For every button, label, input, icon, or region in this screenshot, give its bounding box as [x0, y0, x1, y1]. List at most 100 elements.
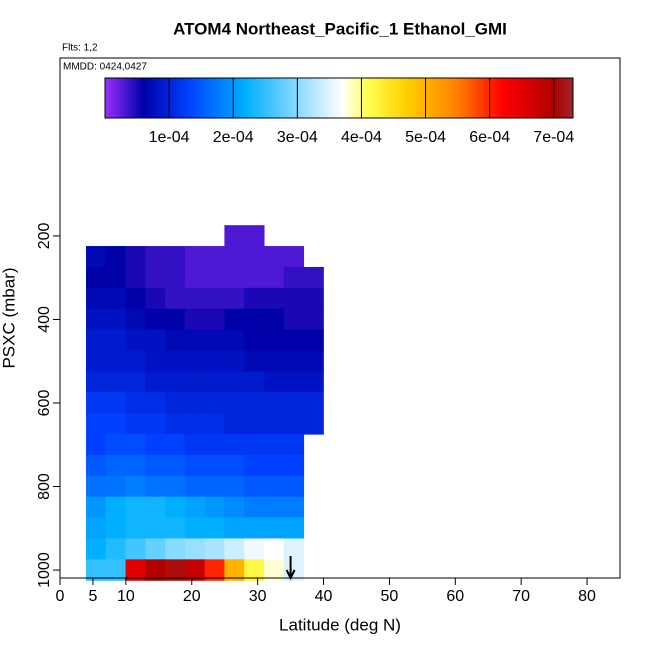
- cell: [204, 538, 226, 560]
- cell: [125, 559, 146, 581]
- cell: [105, 246, 127, 268]
- cell: [303, 371, 324, 393]
- cell: [86, 266, 107, 289]
- cell: [244, 434, 265, 456]
- x-tick-label: 60: [446, 588, 464, 605]
- cell: [224, 559, 245, 581]
- cell: [165, 517, 186, 540]
- cell: [303, 392, 324, 414]
- cell: [145, 538, 166, 560]
- cell: [224, 350, 245, 372]
- cell: [244, 517, 265, 540]
- cell: [105, 266, 127, 289]
- cell: [165, 329, 186, 352]
- cell: [244, 350, 265, 372]
- cell: [105, 308, 127, 331]
- cell: [184, 538, 206, 560]
- cell: [244, 329, 265, 352]
- cell: [263, 475, 285, 498]
- cell: [86, 559, 107, 581]
- colorbar-tick-label: 1e-04: [149, 129, 190, 146]
- cell: [263, 392, 285, 414]
- cell: [145, 246, 166, 268]
- cell: [86, 246, 107, 268]
- y-tick-label: 600: [36, 390, 53, 417]
- cell: [244, 538, 265, 560]
- cell: [165, 371, 186, 393]
- cell: [224, 246, 245, 268]
- cell: [204, 517, 226, 540]
- y-tick-label: 400: [36, 306, 53, 333]
- cell: [244, 454, 265, 477]
- cell: [263, 287, 285, 310]
- cell: [283, 287, 305, 310]
- cell: [105, 454, 127, 477]
- cell: [244, 413, 265, 435]
- colorbar-tick-label: 4e-04: [341, 129, 382, 146]
- x-axis-label: Latitude (deg N): [279, 615, 401, 634]
- flights-label: Flts: 1,2: [62, 43, 98, 54]
- cell: [165, 350, 186, 372]
- cell: [224, 496, 245, 519]
- cell: [125, 475, 146, 498]
- cell: [125, 350, 146, 372]
- cell: [86, 475, 107, 498]
- cell: [86, 350, 107, 372]
- cell: [283, 266, 305, 289]
- cell: [165, 266, 186, 289]
- cell: [165, 392, 186, 414]
- cell: [125, 454, 146, 477]
- cell: [86, 538, 107, 560]
- cell: [125, 434, 146, 456]
- cell: [165, 538, 186, 560]
- cell: [165, 246, 186, 268]
- cell: [244, 559, 265, 581]
- cell: [224, 225, 245, 247]
- x-tick-label: 40: [315, 588, 333, 605]
- cell: [263, 559, 285, 581]
- cell: [263, 454, 285, 477]
- cell: [283, 475, 305, 498]
- cell: [204, 559, 226, 581]
- cell: [145, 392, 166, 414]
- cell: [204, 371, 226, 393]
- cell: [224, 517, 245, 540]
- cell: [244, 496, 265, 519]
- cell: [86, 413, 107, 435]
- x-tick-label: 0: [56, 588, 65, 605]
- colorbar-tick-label: 6e-04: [469, 129, 510, 146]
- x-tick-label: 30: [249, 588, 267, 605]
- cell: [184, 308, 206, 331]
- cell: [263, 413, 285, 435]
- cell: [303, 308, 324, 331]
- colorbar-tick-label: 3e-04: [277, 129, 318, 146]
- cell: [224, 392, 245, 414]
- cell: [125, 517, 146, 540]
- cell: [105, 434, 127, 456]
- cell: [165, 559, 186, 581]
- cell: [204, 413, 226, 435]
- cell: [86, 308, 107, 331]
- cell: [303, 350, 324, 372]
- cell: [145, 266, 166, 289]
- cell: [105, 329, 127, 352]
- cell: [184, 454, 206, 477]
- chart-title: ATOM4 Northeast_Pacific_1 Ethanol_GMI: [173, 19, 507, 38]
- x-tick-label: 20: [183, 588, 201, 605]
- cell: [184, 413, 206, 435]
- cell: [105, 517, 127, 540]
- cell: [283, 413, 305, 435]
- cell: [303, 329, 324, 352]
- cell: [283, 496, 305, 519]
- cell: [283, 517, 305, 540]
- cell: [184, 475, 206, 498]
- cell: [105, 496, 127, 519]
- cell: [86, 434, 107, 456]
- cell: [165, 496, 186, 519]
- x-tick-label: 50: [381, 588, 399, 605]
- cell: [165, 287, 186, 310]
- cell: [165, 413, 186, 435]
- cell: [184, 287, 206, 310]
